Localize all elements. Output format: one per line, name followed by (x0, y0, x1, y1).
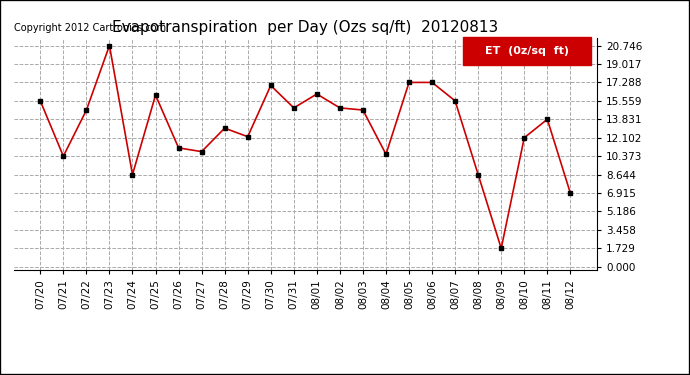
Bar (463, 38, 591, 65)
Text: Copyright 2012 Cartronics.com: Copyright 2012 Cartronics.com (14, 23, 166, 33)
Title: Evapotranspiration  per Day (Ozs sq/ft)  20120813: Evapotranspiration per Day (Ozs sq/ft) 2… (112, 20, 498, 35)
Text: ET  (0z/sq  ft): ET (0z/sq ft) (485, 46, 569, 57)
